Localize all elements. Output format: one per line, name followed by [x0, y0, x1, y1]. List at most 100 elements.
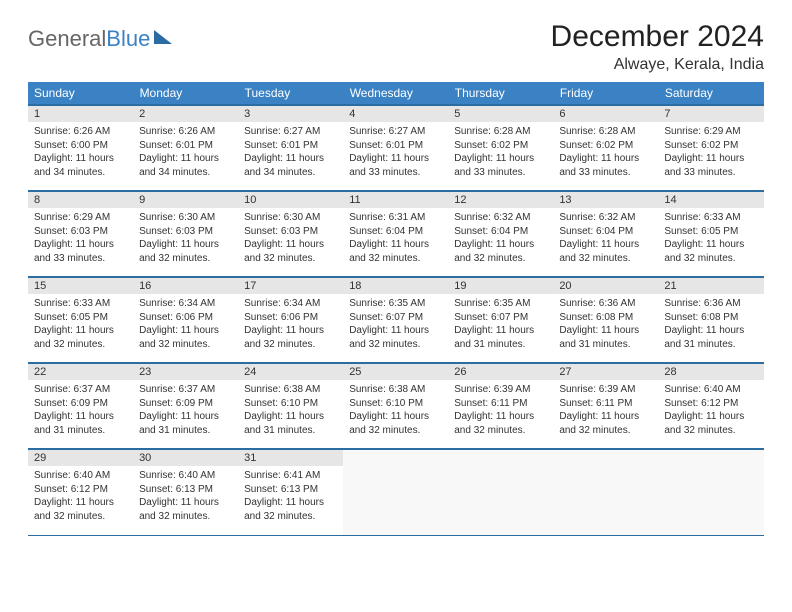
- day-number: 10: [238, 192, 343, 208]
- day-details: Sunrise: 6:39 AMSunset: 6:11 PMDaylight:…: [553, 380, 658, 441]
- day-number: 13: [553, 192, 658, 208]
- calendar-day-cell: 11Sunrise: 6:31 AMSunset: 6:04 PMDayligh…: [343, 191, 448, 277]
- calendar-week-row: 29Sunrise: 6:40 AMSunset: 6:12 PMDayligh…: [28, 449, 764, 535]
- day-number: 3: [238, 106, 343, 122]
- location: Alwaye, Kerala, India: [551, 56, 764, 74]
- calendar-week-row: 8Sunrise: 6:29 AMSunset: 6:03 PMDaylight…: [28, 191, 764, 277]
- calendar-day-cell: 27Sunrise: 6:39 AMSunset: 6:11 PMDayligh…: [553, 363, 658, 449]
- weekday-header: Wednesday: [343, 82, 448, 105]
- calendar-day-cell: 8Sunrise: 6:29 AMSunset: 6:03 PMDaylight…: [28, 191, 133, 277]
- day-details: Sunrise: 6:27 AMSunset: 6:01 PMDaylight:…: [238, 122, 343, 183]
- calendar-day-cell: ..: [553, 449, 658, 535]
- day-details: Sunrise: 6:33 AMSunset: 6:05 PMDaylight:…: [658, 208, 763, 269]
- calendar-day-cell: ..: [658, 449, 763, 535]
- day-number: 18: [343, 278, 448, 294]
- day-details: Sunrise: 6:26 AMSunset: 6:01 PMDaylight:…: [133, 122, 238, 183]
- day-number: 23: [133, 364, 238, 380]
- calendar-day-cell: 21Sunrise: 6:36 AMSunset: 6:08 PMDayligh…: [658, 277, 763, 363]
- day-number: 28: [658, 364, 763, 380]
- day-number: 12: [448, 192, 553, 208]
- day-number: 5: [448, 106, 553, 122]
- weekday-header: Sunday: [28, 82, 133, 105]
- weekday-header: Tuesday: [238, 82, 343, 105]
- month-title: December 2024: [551, 20, 764, 54]
- day-number: 6: [553, 106, 658, 122]
- day-details: Sunrise: 6:35 AMSunset: 6:07 PMDaylight:…: [343, 294, 448, 355]
- day-details: Sunrise: 6:37 AMSunset: 6:09 PMDaylight:…: [133, 380, 238, 441]
- calendar-day-cell: ..: [448, 449, 553, 535]
- calendar-day-cell: 24Sunrise: 6:38 AMSunset: 6:10 PMDayligh…: [238, 363, 343, 449]
- day-number: 26: [448, 364, 553, 380]
- calendar-day-cell: 9Sunrise: 6:30 AMSunset: 6:03 PMDaylight…: [133, 191, 238, 277]
- day-number: 31: [238, 450, 343, 466]
- day-details: Sunrise: 6:38 AMSunset: 6:10 PMDaylight:…: [343, 380, 448, 441]
- brand-triangle-icon: [154, 30, 172, 44]
- day-details: Sunrise: 6:36 AMSunset: 6:08 PMDaylight:…: [658, 294, 763, 355]
- day-number: 17: [238, 278, 343, 294]
- brand-part2: Blue: [106, 26, 150, 52]
- day-number: 11: [343, 192, 448, 208]
- day-number: 21: [658, 278, 763, 294]
- calendar-day-cell: 23Sunrise: 6:37 AMSunset: 6:09 PMDayligh…: [133, 363, 238, 449]
- day-number: 14: [658, 192, 763, 208]
- day-number: 4: [343, 106, 448, 122]
- day-number: 7: [658, 106, 763, 122]
- day-number: 15: [28, 278, 133, 294]
- brand-logo: GeneralBlue: [28, 20, 172, 52]
- calendar-day-cell: 15Sunrise: 6:33 AMSunset: 6:05 PMDayligh…: [28, 277, 133, 363]
- calendar-day-cell: 13Sunrise: 6:32 AMSunset: 6:04 PMDayligh…: [553, 191, 658, 277]
- calendar-day-cell: 6Sunrise: 6:28 AMSunset: 6:02 PMDaylight…: [553, 105, 658, 191]
- calendar-day-cell: 25Sunrise: 6:38 AMSunset: 6:10 PMDayligh…: [343, 363, 448, 449]
- calendar-table: SundayMondayTuesdayWednesdayThursdayFrid…: [28, 82, 764, 536]
- calendar-day-cell: 22Sunrise: 6:37 AMSunset: 6:09 PMDayligh…: [28, 363, 133, 449]
- day-number: 19: [448, 278, 553, 294]
- day-details: Sunrise: 6:36 AMSunset: 6:08 PMDaylight:…: [553, 294, 658, 355]
- day-details: Sunrise: 6:33 AMSunset: 6:05 PMDaylight:…: [28, 294, 133, 355]
- day-details: Sunrise: 6:30 AMSunset: 6:03 PMDaylight:…: [133, 208, 238, 269]
- day-number: 2: [133, 106, 238, 122]
- day-details: Sunrise: 6:29 AMSunset: 6:03 PMDaylight:…: [28, 208, 133, 269]
- calendar-day-cell: 3Sunrise: 6:27 AMSunset: 6:01 PMDaylight…: [238, 105, 343, 191]
- calendar-day-cell: 4Sunrise: 6:27 AMSunset: 6:01 PMDaylight…: [343, 105, 448, 191]
- calendar-week-row: 15Sunrise: 6:33 AMSunset: 6:05 PMDayligh…: [28, 277, 764, 363]
- day-details: Sunrise: 6:38 AMSunset: 6:10 PMDaylight:…: [238, 380, 343, 441]
- day-details: Sunrise: 6:32 AMSunset: 6:04 PMDaylight:…: [553, 208, 658, 269]
- title-block: December 2024 Alwaye, Kerala, India: [551, 20, 764, 74]
- calendar-day-cell: 19Sunrise: 6:35 AMSunset: 6:07 PMDayligh…: [448, 277, 553, 363]
- calendar-day-cell: 2Sunrise: 6:26 AMSunset: 6:01 PMDaylight…: [133, 105, 238, 191]
- calendar-week-row: 1Sunrise: 6:26 AMSunset: 6:00 PMDaylight…: [28, 105, 764, 191]
- calendar-day-cell: 5Sunrise: 6:28 AMSunset: 6:02 PMDaylight…: [448, 105, 553, 191]
- calendar-day-cell: ..: [343, 449, 448, 535]
- calendar-day-cell: 31Sunrise: 6:41 AMSunset: 6:13 PMDayligh…: [238, 449, 343, 535]
- day-details: Sunrise: 6:37 AMSunset: 6:09 PMDaylight:…: [28, 380, 133, 441]
- day-details: Sunrise: 6:41 AMSunset: 6:13 PMDaylight:…: [238, 466, 343, 527]
- day-details: Sunrise: 6:32 AMSunset: 6:04 PMDaylight:…: [448, 208, 553, 269]
- day-details: Sunrise: 6:39 AMSunset: 6:11 PMDaylight:…: [448, 380, 553, 441]
- weekday-header: Thursday: [448, 82, 553, 105]
- calendar-day-cell: 14Sunrise: 6:33 AMSunset: 6:05 PMDayligh…: [658, 191, 763, 277]
- calendar-day-cell: 16Sunrise: 6:34 AMSunset: 6:06 PMDayligh…: [133, 277, 238, 363]
- day-details: Sunrise: 6:27 AMSunset: 6:01 PMDaylight:…: [343, 122, 448, 183]
- day-number: 16: [133, 278, 238, 294]
- day-number: 20: [553, 278, 658, 294]
- day-number: 27: [553, 364, 658, 380]
- day-details: Sunrise: 6:40 AMSunset: 6:12 PMDaylight:…: [28, 466, 133, 527]
- day-details: Sunrise: 6:28 AMSunset: 6:02 PMDaylight:…: [448, 122, 553, 183]
- day-number: 1: [28, 106, 133, 122]
- calendar-day-cell: 18Sunrise: 6:35 AMSunset: 6:07 PMDayligh…: [343, 277, 448, 363]
- calendar-week-row: 22Sunrise: 6:37 AMSunset: 6:09 PMDayligh…: [28, 363, 764, 449]
- calendar-day-cell: 17Sunrise: 6:34 AMSunset: 6:06 PMDayligh…: [238, 277, 343, 363]
- calendar-day-cell: 12Sunrise: 6:32 AMSunset: 6:04 PMDayligh…: [448, 191, 553, 277]
- calendar-day-cell: 30Sunrise: 6:40 AMSunset: 6:13 PMDayligh…: [133, 449, 238, 535]
- calendar-day-cell: 20Sunrise: 6:36 AMSunset: 6:08 PMDayligh…: [553, 277, 658, 363]
- day-number: 22: [28, 364, 133, 380]
- day-number: 25: [343, 364, 448, 380]
- calendar-day-cell: 10Sunrise: 6:30 AMSunset: 6:03 PMDayligh…: [238, 191, 343, 277]
- day-number: 8: [28, 192, 133, 208]
- calendar-day-cell: 26Sunrise: 6:39 AMSunset: 6:11 PMDayligh…: [448, 363, 553, 449]
- day-number: 24: [238, 364, 343, 380]
- weekday-header: Saturday: [658, 82, 763, 105]
- day-number: 30: [133, 450, 238, 466]
- day-details: Sunrise: 6:40 AMSunset: 6:12 PMDaylight:…: [658, 380, 763, 441]
- calendar-day-cell: 7Sunrise: 6:29 AMSunset: 6:02 PMDaylight…: [658, 105, 763, 191]
